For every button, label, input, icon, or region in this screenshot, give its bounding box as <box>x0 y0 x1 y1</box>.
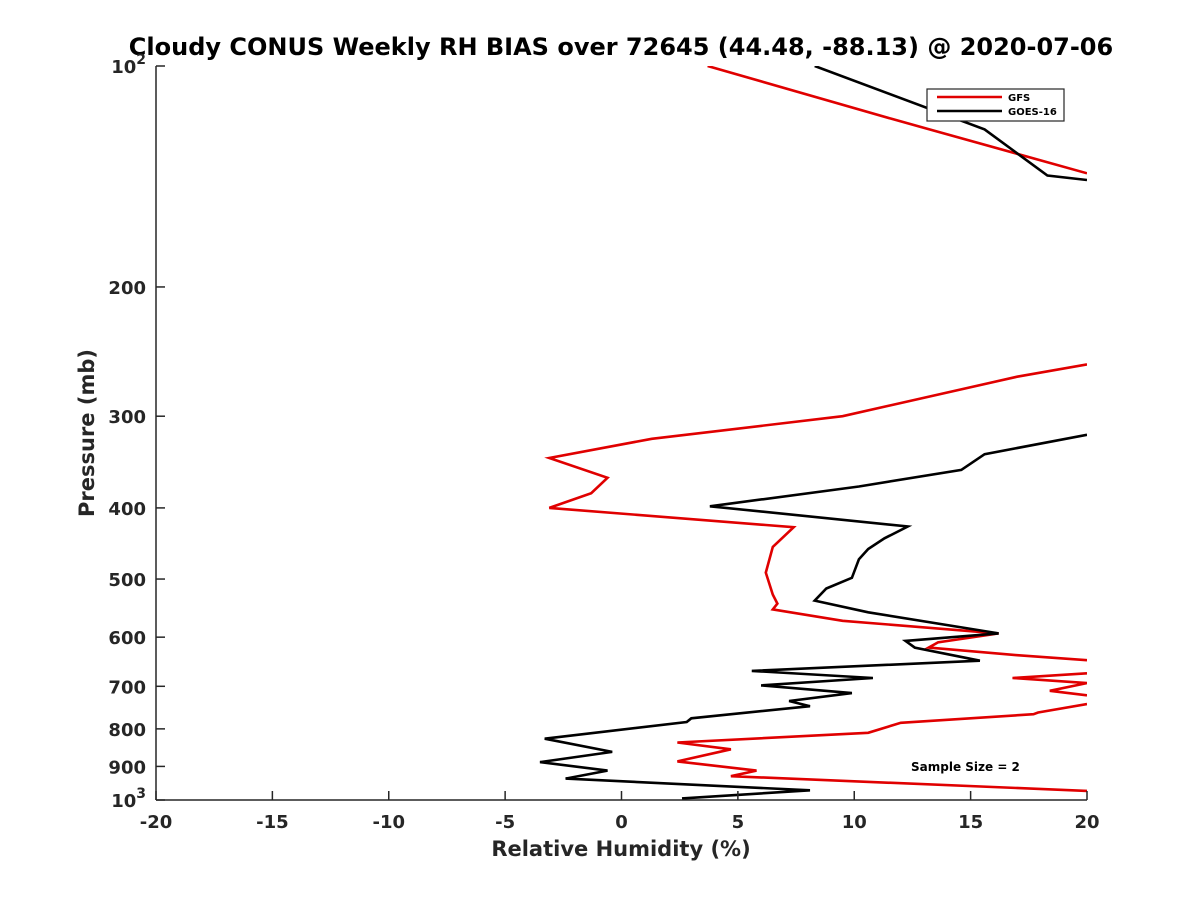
series-line-gfs <box>544 66 1087 793</box>
y-tick-label: 900 <box>108 757 146 778</box>
y-tick-label: 300 <box>108 407 146 428</box>
x-tick-label: 15 <box>958 812 983 833</box>
x-tick-label: 5 <box>732 812 745 833</box>
x-tick-label: -15 <box>256 812 289 833</box>
y-tick-label: 500 <box>108 570 146 591</box>
chart-title: Cloudy CONUS Weekly RH BIAS over 72645 (… <box>129 33 1113 61</box>
x-tick-label: -10 <box>372 812 405 833</box>
y-tick-label: 102 <box>111 52 146 78</box>
x-tick-label: -20 <box>140 812 173 833</box>
legend: GFS GOES-16 <box>926 88 1065 122</box>
plot-area <box>539 66 1087 800</box>
legend-label-goes16: GOES-16 <box>1008 107 1057 118</box>
legend-box <box>926 88 1065 122</box>
x-axis-label: Relative Humidity (%) <box>491 837 750 861</box>
x-ticks: -20 -15 -10 -5 0 5 10 15 20 <box>140 791 1100 833</box>
y-tick-exponent: 2 <box>136 52 146 68</box>
y-tick-base: 10 <box>111 57 136 78</box>
y-tick-label: 800 <box>108 720 146 741</box>
x-tick-label: 0 <box>615 812 628 833</box>
x-tick-label: 20 <box>1074 812 1099 833</box>
y-tick-exponent: 3 <box>136 786 146 802</box>
y-tick-base: 10 <box>111 791 136 812</box>
y-tick-label: 200 <box>108 278 146 299</box>
y-tick-label: 103 <box>111 786 146 812</box>
y-axis-label: Pressure (mb) <box>75 349 99 517</box>
x-tick-label: -5 <box>495 812 515 833</box>
y-tick-label: 700 <box>108 677 146 698</box>
series-line-goes16 <box>539 66 1087 800</box>
x-tick-label: 10 <box>842 812 867 833</box>
legend-label-gfs: GFS <box>1008 93 1030 104</box>
y-tick-label: 600 <box>108 628 146 649</box>
sample-size-annotation: Sample Size = 2 <box>911 760 1020 774</box>
y-tick-label: 400 <box>108 499 146 520</box>
